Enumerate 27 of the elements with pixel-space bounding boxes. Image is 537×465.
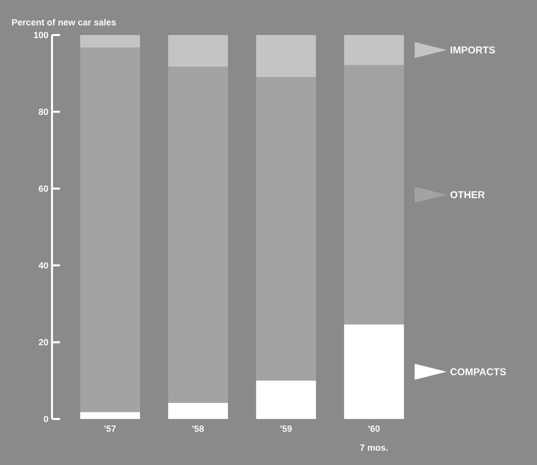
x-tick-label: '57 [104,426,116,432]
x-tick-label: '58 [192,426,204,432]
y-tick-label: 80 [38,108,48,115]
bar [168,34,228,66]
bar [168,66,228,403]
y-tick-label: 60 [38,185,48,192]
bar [256,380,316,419]
y-tick-label: 40 [38,262,48,269]
legend-label: OTHER [450,191,485,198]
bar [344,64,404,325]
bar [80,34,140,48]
x-tick-label: '59 [280,426,292,432]
bar [168,402,228,419]
y-tick-label: 0 [44,416,48,422]
y-tick-label: 20 [38,339,48,346]
bar [256,77,316,381]
legend-label: COMPACTS [450,368,506,376]
bar [80,412,140,419]
legend-label: IMPORTS [450,46,496,54]
text: 7 mos. [360,444,388,451]
x-tick-label: '60 [368,426,380,432]
y-tick-label: 100 [34,32,48,38]
bar [80,48,140,412]
bar [344,324,404,419]
y-axis-title: Percent of new car sales [12,18,116,26]
bar [256,34,316,78]
bar [344,34,404,65]
